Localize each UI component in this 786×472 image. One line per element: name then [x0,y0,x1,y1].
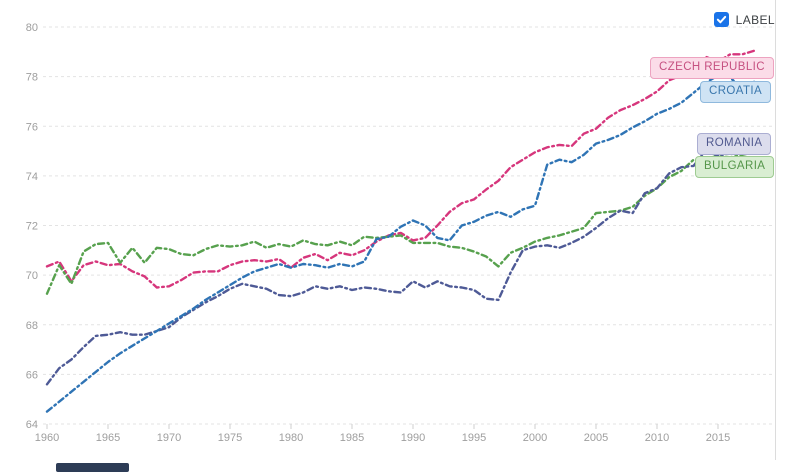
xtick-label-2005: 2005 [584,432,608,444]
label-toggle[interactable]: LABEL [713,12,775,27]
xtick-label-1995: 1995 [462,432,486,444]
xtick-label-1965: 1965 [96,432,120,444]
ytick-label-72: 72 [26,221,38,233]
series-label-bulgaria[interactable]: BULGARIA [695,156,775,178]
label-toggle-text: LABEL [735,12,775,27]
ytick-label-80: 80 [26,22,38,34]
ytick-label-66: 66 [26,369,38,381]
series-label-croatia[interactable]: CROATIA [700,81,772,103]
series-line-bulgaria[interactable] [45,151,756,295]
series-label-czech-republic[interactable]: CZECH REPUBLIC [650,57,774,79]
ytick-label-64: 64 [26,419,38,431]
xtick-label-1985: 1985 [340,432,364,444]
label-checkbox[interactable] [713,12,729,27]
series-line-croatia[interactable] [45,74,756,413]
horizontal-scrollbar-thumb[interactable] [56,463,129,472]
ytick-label-76: 76 [26,121,38,133]
xtick-label-1970: 1970 [157,432,181,444]
xtick-label-2010: 2010 [645,432,669,444]
ytick-label-70: 70 [26,270,38,282]
series-line-romania[interactable] [45,143,756,386]
checkmark-icon [716,15,726,24]
series-line-czech-republic[interactable] [45,49,756,289]
ytick-label-78: 78 [26,72,38,84]
chart-right-border [775,0,776,460]
xtick-label-1980: 1980 [279,432,303,444]
xtick-label-2000: 2000 [523,432,547,444]
xtick-label-1975: 1975 [218,432,242,444]
xtick-label-2015: 2015 [706,432,730,444]
xtick-label-1960: 1960 [35,432,59,444]
ytick-label-74: 74 [26,171,38,183]
ytick-label-68: 68 [26,320,38,332]
xtick-label-1990: 1990 [401,432,425,444]
series-label-romania[interactable]: ROMANIA [697,133,772,155]
